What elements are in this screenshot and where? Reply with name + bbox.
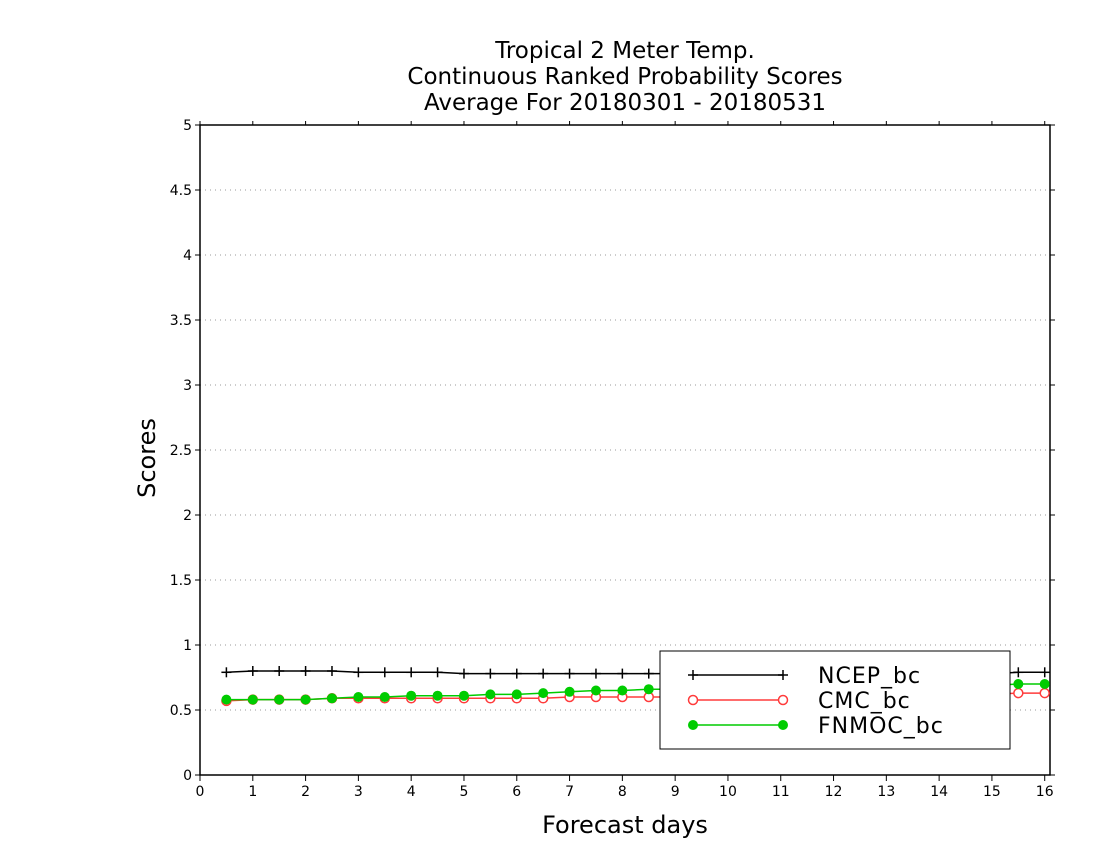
- legend-marker: [778, 670, 788, 680]
- y-tick-label: 0: [183, 768, 192, 784]
- data-point-ncep-bc: [590, 668, 601, 679]
- data-point-ncep-bc: [353, 667, 364, 678]
- y-tick-label: 3: [183, 378, 192, 394]
- x-tick-label: 9: [671, 784, 680, 800]
- y-axis-label: Scores: [133, 418, 161, 498]
- legend-marker: [688, 720, 698, 730]
- data-point-fnmoc-bc: [274, 694, 285, 705]
- x-tick-label: 13: [877, 784, 895, 800]
- data-point-ncep-bc: [247, 666, 258, 676]
- x-tick-label: 8: [618, 784, 627, 800]
- data-point-ncep-bc: [274, 666, 285, 676]
- data-point-fnmoc-bc: [485, 689, 496, 700]
- data-point-fnmoc-bc: [379, 692, 390, 702]
- legend-entry-ncep-bc: NCEP_bc: [688, 664, 921, 689]
- data-point-ncep-bc: [538, 668, 549, 679]
- x-tick-label: 6: [512, 784, 521, 800]
- data-point-ncep-bc: [221, 667, 232, 678]
- x-tick-label: 2: [301, 784, 310, 800]
- data-point-ncep-bc: [643, 668, 654, 679]
- data-point-fnmoc-bc: [326, 693, 337, 704]
- x-tick-label: 3: [354, 784, 363, 800]
- data-point-fnmoc-bc: [353, 692, 364, 702]
- data-point-ncep-bc: [511, 668, 522, 679]
- legend-marker: [688, 670, 698, 680]
- x-tick-label: 10: [719, 784, 737, 800]
- data-point-fnmoc-bc: [300, 694, 311, 705]
- legend-marker: [777, 694, 789, 706]
- legend-label: FNMOC_bc: [818, 714, 944, 739]
- data-point-ncep-bc: [406, 667, 417, 678]
- data-point-cmc-bc: [1039, 687, 1050, 699]
- y-tick-label: 2: [183, 508, 192, 524]
- x-tick-label: 15: [983, 784, 1001, 800]
- axis-ticks: 00.511.522.533.544.550 1 2 3 4 5 6 7 8 9 10 11 12 13 1…: [170, 118, 1055, 800]
- y-tick-label: 1.5: [170, 573, 192, 589]
- legend-entry-fnmoc-bc: FNMOC_bc: [688, 714, 944, 739]
- data-point-fnmoc-bc: [590, 685, 601, 696]
- data-point-fnmoc-bc: [617, 685, 628, 696]
- data-point-cmc-bc: [1013, 687, 1024, 699]
- data-point-ncep-bc: [617, 668, 628, 679]
- y-tick-label: 0.5: [170, 703, 192, 719]
- x-tick-label: 16: [1036, 784, 1054, 800]
- y-tick-label: 4.5: [170, 183, 192, 199]
- y-tick-label: 4: [183, 248, 192, 264]
- data-point-fnmoc-bc: [564, 686, 575, 697]
- x-tick-label: 5: [460, 784, 469, 800]
- data-point-ncep-bc: [1039, 667, 1050, 678]
- data-point-fnmoc-bc: [538, 688, 549, 699]
- data-point-fnmoc-bc: [643, 684, 654, 695]
- y-tick-label: 5: [183, 118, 192, 134]
- data-point-fnmoc-bc: [406, 690, 417, 701]
- x-tick-label: 12: [825, 784, 843, 800]
- chart-title-line-3: Average For 20180301 - 20180531: [424, 90, 826, 116]
- chart-title-line-1: Tropical 2 Meter Temp.: [494, 38, 755, 64]
- data-point-ncep-bc: [326, 666, 337, 676]
- data-point-ncep-bc: [432, 667, 443, 678]
- x-tick-label: 4: [407, 784, 416, 800]
- x-tick-label: 11: [772, 784, 790, 800]
- data-point-ncep-bc: [564, 668, 575, 679]
- data-point-fnmoc-bc: [511, 689, 522, 700]
- legend-label: NCEP_bc: [818, 664, 921, 689]
- y-tick-label: 2.5: [170, 443, 192, 459]
- data-point-ncep-bc: [379, 667, 390, 678]
- data-point-ncep-bc: [458, 668, 469, 679]
- x-axis-label: Forecast days: [542, 811, 708, 839]
- data-point-fnmoc-bc: [432, 690, 443, 701]
- gridlines: [200, 189, 1050, 711]
- legend-label: CMC_bc: [818, 689, 911, 714]
- data-point-fnmoc-bc: [458, 690, 469, 701]
- data-point-ncep-bc: [485, 668, 496, 679]
- legend-entry-cmc-bc: CMC_bc: [687, 689, 911, 714]
- legend-marker: [687, 694, 699, 706]
- x-tick-label: 14: [930, 784, 948, 800]
- x-tick-label: 7: [565, 784, 574, 800]
- data-point-ncep-bc: [300, 666, 311, 676]
- x-tick-label: 1: [248, 784, 257, 800]
- data-point-fnmoc-bc: [247, 694, 258, 705]
- chart-title: Tropical 2 Meter Temp. Continuous Ranked…: [407, 38, 842, 116]
- chart-title-line-2: Continuous Ranked Probability Scores: [407, 64, 842, 90]
- data-point-fnmoc-bc: [1013, 679, 1024, 689]
- y-tick-label: 3.5: [170, 313, 192, 329]
- y-tick-label: 1: [183, 638, 192, 654]
- data-point-ncep-bc: [1013, 667, 1024, 678]
- x-tick-label: 0: [196, 784, 205, 800]
- data-point-fnmoc-bc: [1039, 679, 1050, 689]
- data-point-fnmoc-bc: [221, 694, 232, 705]
- legend-marker: [778, 720, 788, 730]
